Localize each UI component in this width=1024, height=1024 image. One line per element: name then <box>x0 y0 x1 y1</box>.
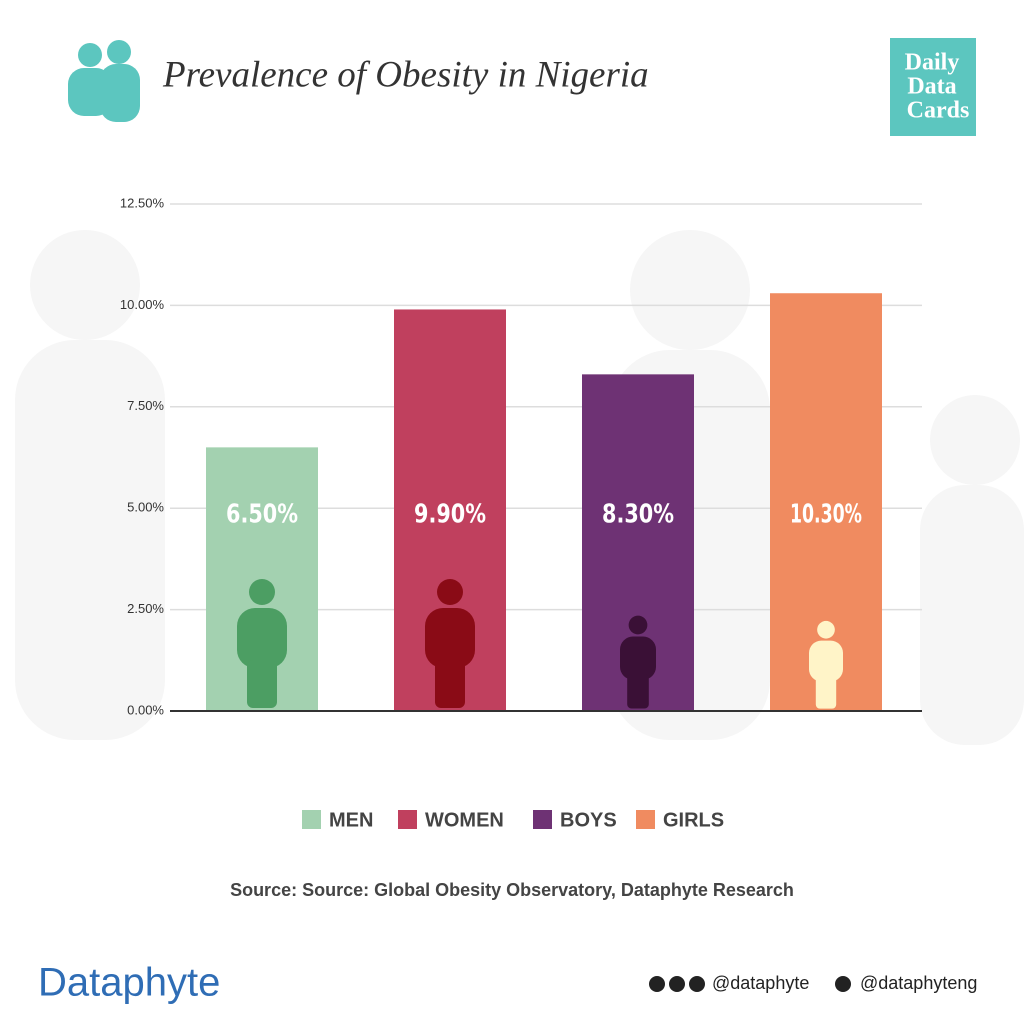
legend-swatch <box>636 810 655 829</box>
social-handle: @dataphyteng <box>860 973 977 993</box>
badge-text: Daily <box>905 50 960 76</box>
person-icon <box>437 579 463 605</box>
person-icon <box>425 608 475 668</box>
person-icon <box>815 676 837 709</box>
value-label: 10.30% <box>790 500 862 530</box>
legend-label: GIRLS <box>663 809 724 831</box>
legend-swatch <box>533 810 552 829</box>
badge-text: Cards <box>907 98 970 124</box>
person-icon <box>817 620 835 639</box>
person-icon <box>809 640 843 682</box>
person-icon <box>620 636 656 680</box>
source: Source: Source: Global Obesity Observato… <box>230 880 794 900</box>
legend-label: MEN <box>329 809 373 831</box>
social-handle: @dataphyte <box>712 973 809 993</box>
person-icon <box>237 608 287 668</box>
value-label: 8.30% <box>602 500 674 530</box>
person-icon <box>628 615 648 635</box>
y-tick-label: 10.00% <box>120 297 165 312</box>
legend-label: BOYS <box>560 809 617 831</box>
y-tick-label: 5.00% <box>127 500 164 515</box>
logo: Dataphyte <box>38 961 220 1005</box>
legend-swatch <box>302 810 321 829</box>
value-label: 9.90% <box>414 500 486 530</box>
badge-text: Data <box>907 74 956 100</box>
legend-label: WOMEN <box>425 809 504 831</box>
badge <box>890 38 976 136</box>
y-tick-label: 2.50% <box>127 601 164 616</box>
person-icon <box>627 674 649 709</box>
person-icon <box>247 660 277 708</box>
y-tick-label: 7.50% <box>127 398 164 413</box>
social-icons <box>649 976 851 992</box>
y-tick-label: 12.50% <box>120 195 165 210</box>
y-tick-label: 0.00% <box>127 702 164 717</box>
title-icon <box>68 40 140 122</box>
legend-swatch <box>398 810 417 829</box>
person-icon <box>249 579 275 605</box>
value-label: 6.50% <box>226 500 298 530</box>
chart-title: Prevalence of Obesity in Nigeria <box>162 54 649 95</box>
person-icon <box>435 660 465 708</box>
